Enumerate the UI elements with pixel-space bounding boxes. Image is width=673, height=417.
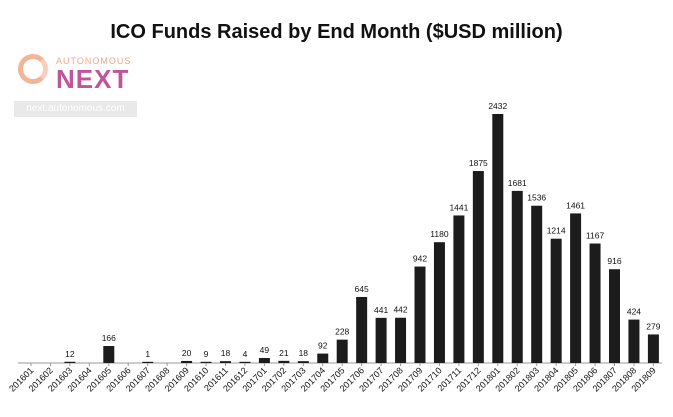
chart-title: ICO Funds Raised by End Month ($USD mill… bbox=[110, 21, 563, 43]
data-label-201709: 942 bbox=[413, 254, 427, 264]
logo-circle-icon bbox=[18, 54, 48, 84]
data-label-201705: 228 bbox=[335, 327, 349, 337]
bar-201704 bbox=[317, 353, 329, 363]
bar-201612 bbox=[239, 361, 251, 363]
bar-201609 bbox=[181, 360, 193, 363]
bar-201807 bbox=[609, 269, 620, 363]
bar-201603 bbox=[64, 361, 76, 363]
data-label-201703: 18 bbox=[299, 348, 309, 358]
bar-201708 bbox=[395, 317, 407, 363]
data-label-201804: 1214 bbox=[547, 226, 566, 236]
data-label-201704: 92 bbox=[318, 341, 328, 351]
bar-201806 bbox=[589, 243, 601, 363]
bar-201707 bbox=[375, 317, 387, 363]
data-label-201806: 1167 bbox=[586, 231, 605, 241]
bar-201705 bbox=[336, 339, 348, 363]
bar-201801 bbox=[492, 114, 504, 363]
bar-201805 bbox=[570, 213, 582, 363]
data-label-201702: 21 bbox=[279, 348, 289, 358]
data-label-201802: 1681 bbox=[508, 178, 527, 188]
data-label-201809: 279 bbox=[646, 321, 660, 331]
bar-201803 bbox=[531, 205, 543, 363]
data-label-201803: 1536 bbox=[527, 193, 546, 203]
data-label-201712: 1875 bbox=[469, 158, 488, 168]
bar-201712 bbox=[472, 171, 484, 363]
data-label-201609: 20 bbox=[182, 348, 192, 358]
logo-url: next.autonomous.com bbox=[14, 101, 137, 117]
bar-201711 bbox=[453, 215, 465, 363]
data-label-201801: 2432 bbox=[488, 101, 507, 111]
data-label-201708: 442 bbox=[393, 305, 407, 315]
bar-201710 bbox=[433, 242, 445, 363]
data-label-201610: 9 bbox=[204, 349, 209, 359]
bar-201610 bbox=[200, 361, 212, 363]
data-label-201808: 424 bbox=[627, 307, 641, 317]
bar-201703 bbox=[297, 361, 309, 363]
data-label-201707: 441 bbox=[374, 305, 388, 315]
logo-main-text: NEXT bbox=[56, 64, 130, 94]
data-label-201603: 12 bbox=[65, 349, 75, 359]
bar-201706 bbox=[356, 296, 368, 363]
bar-201611 bbox=[220, 361, 231, 363]
bar-201802 bbox=[511, 190, 523, 363]
autonomous-next-logo: AUTONOMOUS NEXT bbox=[14, 50, 144, 100]
data-label-201706: 645 bbox=[355, 284, 369, 294]
bar-201809 bbox=[647, 334, 659, 363]
data-label-201611: 18 bbox=[221, 348, 231, 358]
logo-top-text: AUTONOMOUS bbox=[56, 56, 132, 66]
data-label-201605: 166 bbox=[102, 333, 116, 343]
data-label-201807: 916 bbox=[607, 256, 621, 266]
bar-201607 bbox=[142, 361, 154, 363]
bar-201804 bbox=[550, 238, 562, 363]
bar-201709 bbox=[414, 266, 426, 363]
data-label-201701: 49 bbox=[260, 345, 270, 355]
bar-201605 bbox=[103, 346, 115, 363]
data-label-201607: 1 bbox=[145, 349, 150, 359]
bar-201701 bbox=[258, 357, 270, 363]
data-label-201805: 1461 bbox=[566, 200, 585, 210]
data-label-201710: 1180 bbox=[430, 229, 449, 239]
bar-201808 bbox=[628, 319, 640, 363]
bar-201702 bbox=[278, 360, 290, 363]
data-label-201711: 1441 bbox=[449, 202, 468, 212]
data-label-201612: 4 bbox=[243, 349, 248, 359]
